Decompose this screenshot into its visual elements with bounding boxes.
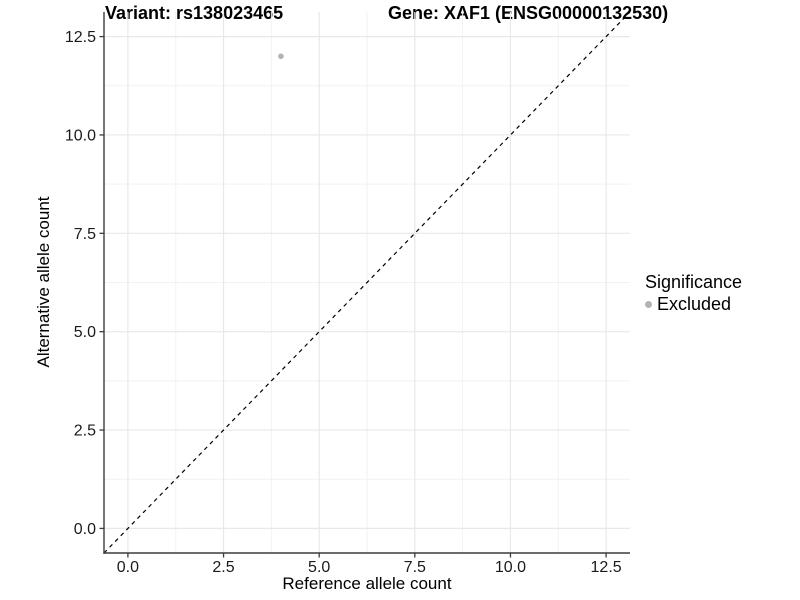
x-tick-label: 5.0 (308, 559, 330, 576)
legend-title: Significance (645, 272, 743, 292)
plot-title-variant: Variant: rs138023465 (105, 3, 284, 23)
identity-line (103, 11, 631, 554)
legend-item-excluded: Excluded (645, 294, 742, 315)
x-tick-label: 12.5 (591, 559, 622, 576)
legend-item-label: Excluded (657, 294, 732, 314)
y-tick-label: 10.0 (65, 127, 96, 144)
y-tick-label: 7.5 (74, 226, 96, 243)
x-tick-label: 10.0 (495, 559, 526, 576)
y-tick-label: 5.0 (74, 324, 96, 341)
y-tick-label: 12.5 (65, 29, 96, 46)
x-axis-label: Reference allele count (282, 574, 452, 593)
data-point (278, 53, 284, 60)
y-tick-label: 2.5 (74, 423, 96, 440)
y-axis-label: Alternative allele count (34, 196, 53, 368)
x-tick-label: 2.5 (212, 559, 234, 576)
legend-point-icon (645, 301, 652, 308)
x-tick-label: 7.5 (404, 559, 426, 576)
y-tick-label: 0.0 (74, 521, 96, 538)
plot-title-gene: Gene: XAF1 (ENSG00000132530) (388, 3, 669, 23)
legend: Significance Excluded (645, 272, 742, 315)
x-tick-label: 0.0 (117, 559, 139, 576)
